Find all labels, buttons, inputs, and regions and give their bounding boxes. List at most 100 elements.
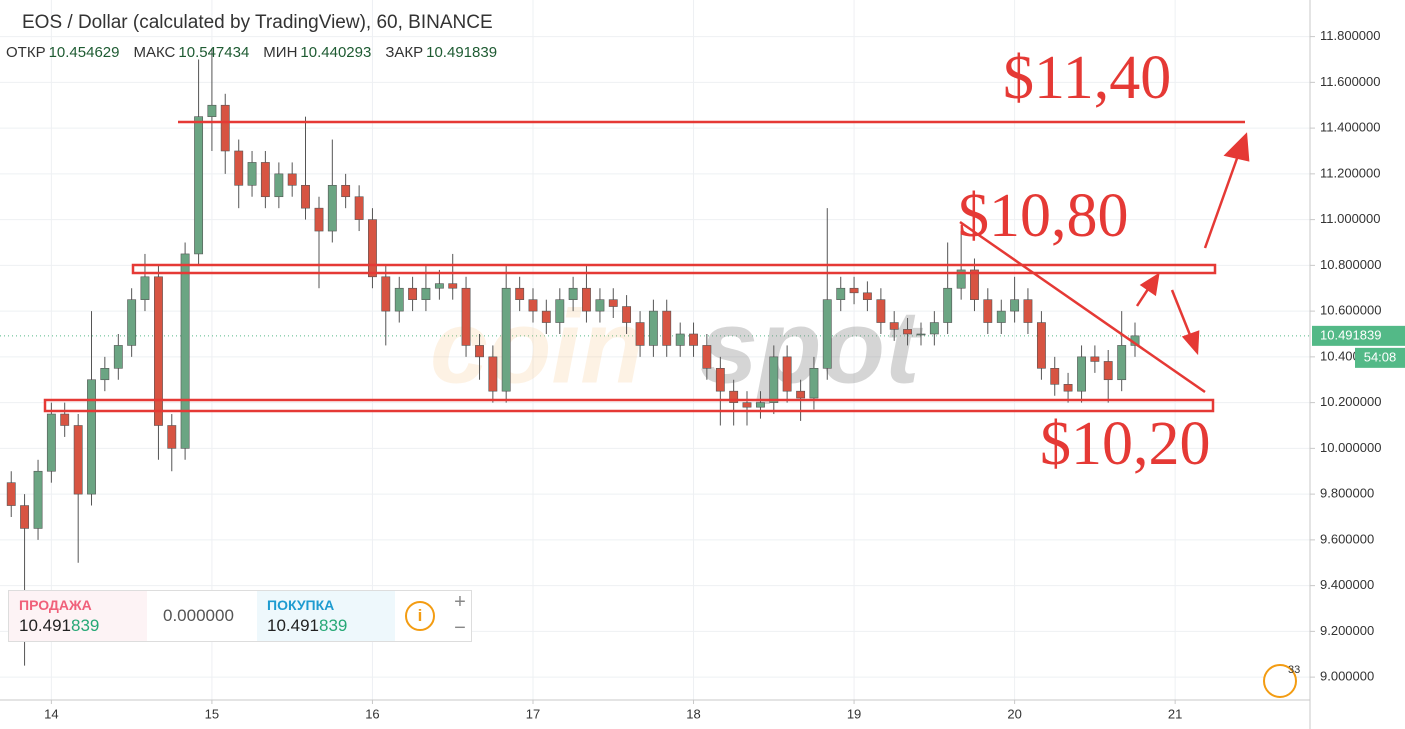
candle-body — [341, 184, 351, 198]
ohlc-label: МАКС — [133, 44, 176, 61]
candle-body — [635, 322, 645, 346]
x-tick-label: 20 — [1007, 706, 1021, 721]
sell-price: 10.491839 — [19, 616, 99, 636]
ohlc-value: 10.547434 — [178, 44, 250, 61]
candle-body — [889, 322, 899, 330]
candle-body — [448, 283, 458, 289]
ohlc-value: 10.454629 — [48, 44, 120, 61]
y-tick-label: 10.800000 — [1320, 257, 1381, 272]
candle-body — [488, 356, 498, 392]
candle-body — [662, 310, 672, 346]
candle-body — [501, 287, 511, 392]
candle-body — [929, 322, 939, 335]
candle-body — [154, 276, 163, 426]
y-tick-label: 9.200000 — [1320, 623, 1374, 638]
arrow — [1203, 149, 1242, 249]
y-tick-label: 9.600000 — [1320, 531, 1374, 546]
arrow-head — [1139, 272, 1160, 297]
spread-value: 0.000000 — [163, 606, 234, 625]
y-tick-label: 11.800000 — [1320, 28, 1381, 43]
candle-body — [876, 299, 886, 323]
candle-body — [421, 287, 431, 300]
candle-body — [809, 368, 819, 399]
minus-button[interactable]: − — [454, 617, 466, 639]
candle-body — [33, 470, 43, 529]
candle-body — [220, 104, 230, 152]
candle-body — [274, 173, 284, 198]
level-box — [131, 263, 1217, 275]
candle-body — [408, 287, 418, 300]
candle-body — [167, 425, 177, 449]
trade-panel: ПРОДАЖА 10.491839 0.000000 ПОКУПКА 10.49… — [8, 590, 472, 642]
trend-line — [959, 220, 1206, 394]
y-tick-label: 11.000000 — [1320, 211, 1381, 226]
candle-body — [247, 162, 257, 186]
candle-body — [528, 299, 538, 312]
candle-body — [327, 184, 337, 232]
info-button[interactable]: i — [405, 601, 435, 631]
candle-body — [1063, 384, 1073, 392]
price-tail: 839 — [71, 616, 100, 635]
ohlc-value: 10.440293 — [300, 44, 372, 61]
candle-body — [1050, 368, 1060, 385]
buy-label: ПОКУПКА — [267, 597, 335, 613]
candle-body — [394, 287, 404, 312]
candle-body — [742, 402, 752, 408]
candle-body — [207, 104, 217, 117]
y-tick-label: 11.600000 — [1320, 74, 1381, 89]
plus-button[interactable]: + — [454, 591, 466, 613]
candle-body — [301, 184, 310, 209]
x-tick-label: 16 — [365, 706, 379, 721]
candle-body — [1023, 299, 1033, 323]
y-tick-label: 9.000000 — [1320, 669, 1374, 684]
badge-count: 33 — [1288, 664, 1300, 676]
candle-body — [314, 207, 324, 232]
candle-body — [715, 368, 725, 392]
candle-body — [956, 269, 966, 289]
candle-body — [836, 287, 846, 300]
candle-body — [1090, 356, 1100, 362]
x-tick-label: 21 — [1168, 706, 1182, 721]
candle-body — [916, 333, 926, 336]
candle-body — [60, 413, 70, 426]
x-tick-label: 17 — [526, 706, 540, 721]
candle-body — [46, 413, 56, 472]
candle-body — [689, 333, 698, 346]
candle-body — [381, 276, 391, 312]
annotation: $11,40 — [1003, 44, 1171, 112]
x-tick-label: 18 — [686, 706, 700, 721]
arrow — [1170, 289, 1194, 341]
sell-button[interactable]: ПРОДАЖА 10.491839 — [9, 591, 147, 641]
candle-body — [1036, 322, 1046, 369]
countdown: 54:08 — [1364, 349, 1397, 364]
y-tick-label: 10.200000 — [1320, 394, 1381, 409]
sell-label: ПРОДАЖА — [19, 597, 92, 613]
buy-button[interactable]: ПОКУПКА 10.491839 — [257, 591, 395, 641]
ohlc-label: ЗАКР — [385, 44, 424, 61]
y-tick-label: 11.400000 — [1320, 120, 1381, 135]
candle-body — [287, 173, 297, 186]
spread: 0.000000 — [147, 591, 257, 641]
candle-body — [729, 390, 739, 403]
candle-body — [970, 269, 979, 300]
price-tail: 839 — [319, 616, 348, 635]
annotation: $10,20 — [1040, 410, 1211, 478]
candle-body — [595, 299, 605, 312]
candle-body — [1077, 356, 1086, 392]
badge-icon — [1263, 664, 1297, 698]
level-box — [43, 398, 1215, 413]
candle-body — [260, 162, 270, 198]
candle-body — [461, 287, 471, 346]
annotation: $10,80 — [958, 182, 1129, 250]
candle-body — [127, 299, 137, 346]
candle-body — [368, 219, 377, 278]
candle-body — [434, 283, 444, 289]
last-price-tag — [1312, 325, 1405, 346]
x-tick-label: 14 — [44, 706, 58, 721]
candle-body — [113, 345, 123, 369]
candle-body — [903, 329, 912, 335]
last-price-label: 10.491839 — [1320, 327, 1381, 342]
candle-body — [822, 299, 832, 369]
